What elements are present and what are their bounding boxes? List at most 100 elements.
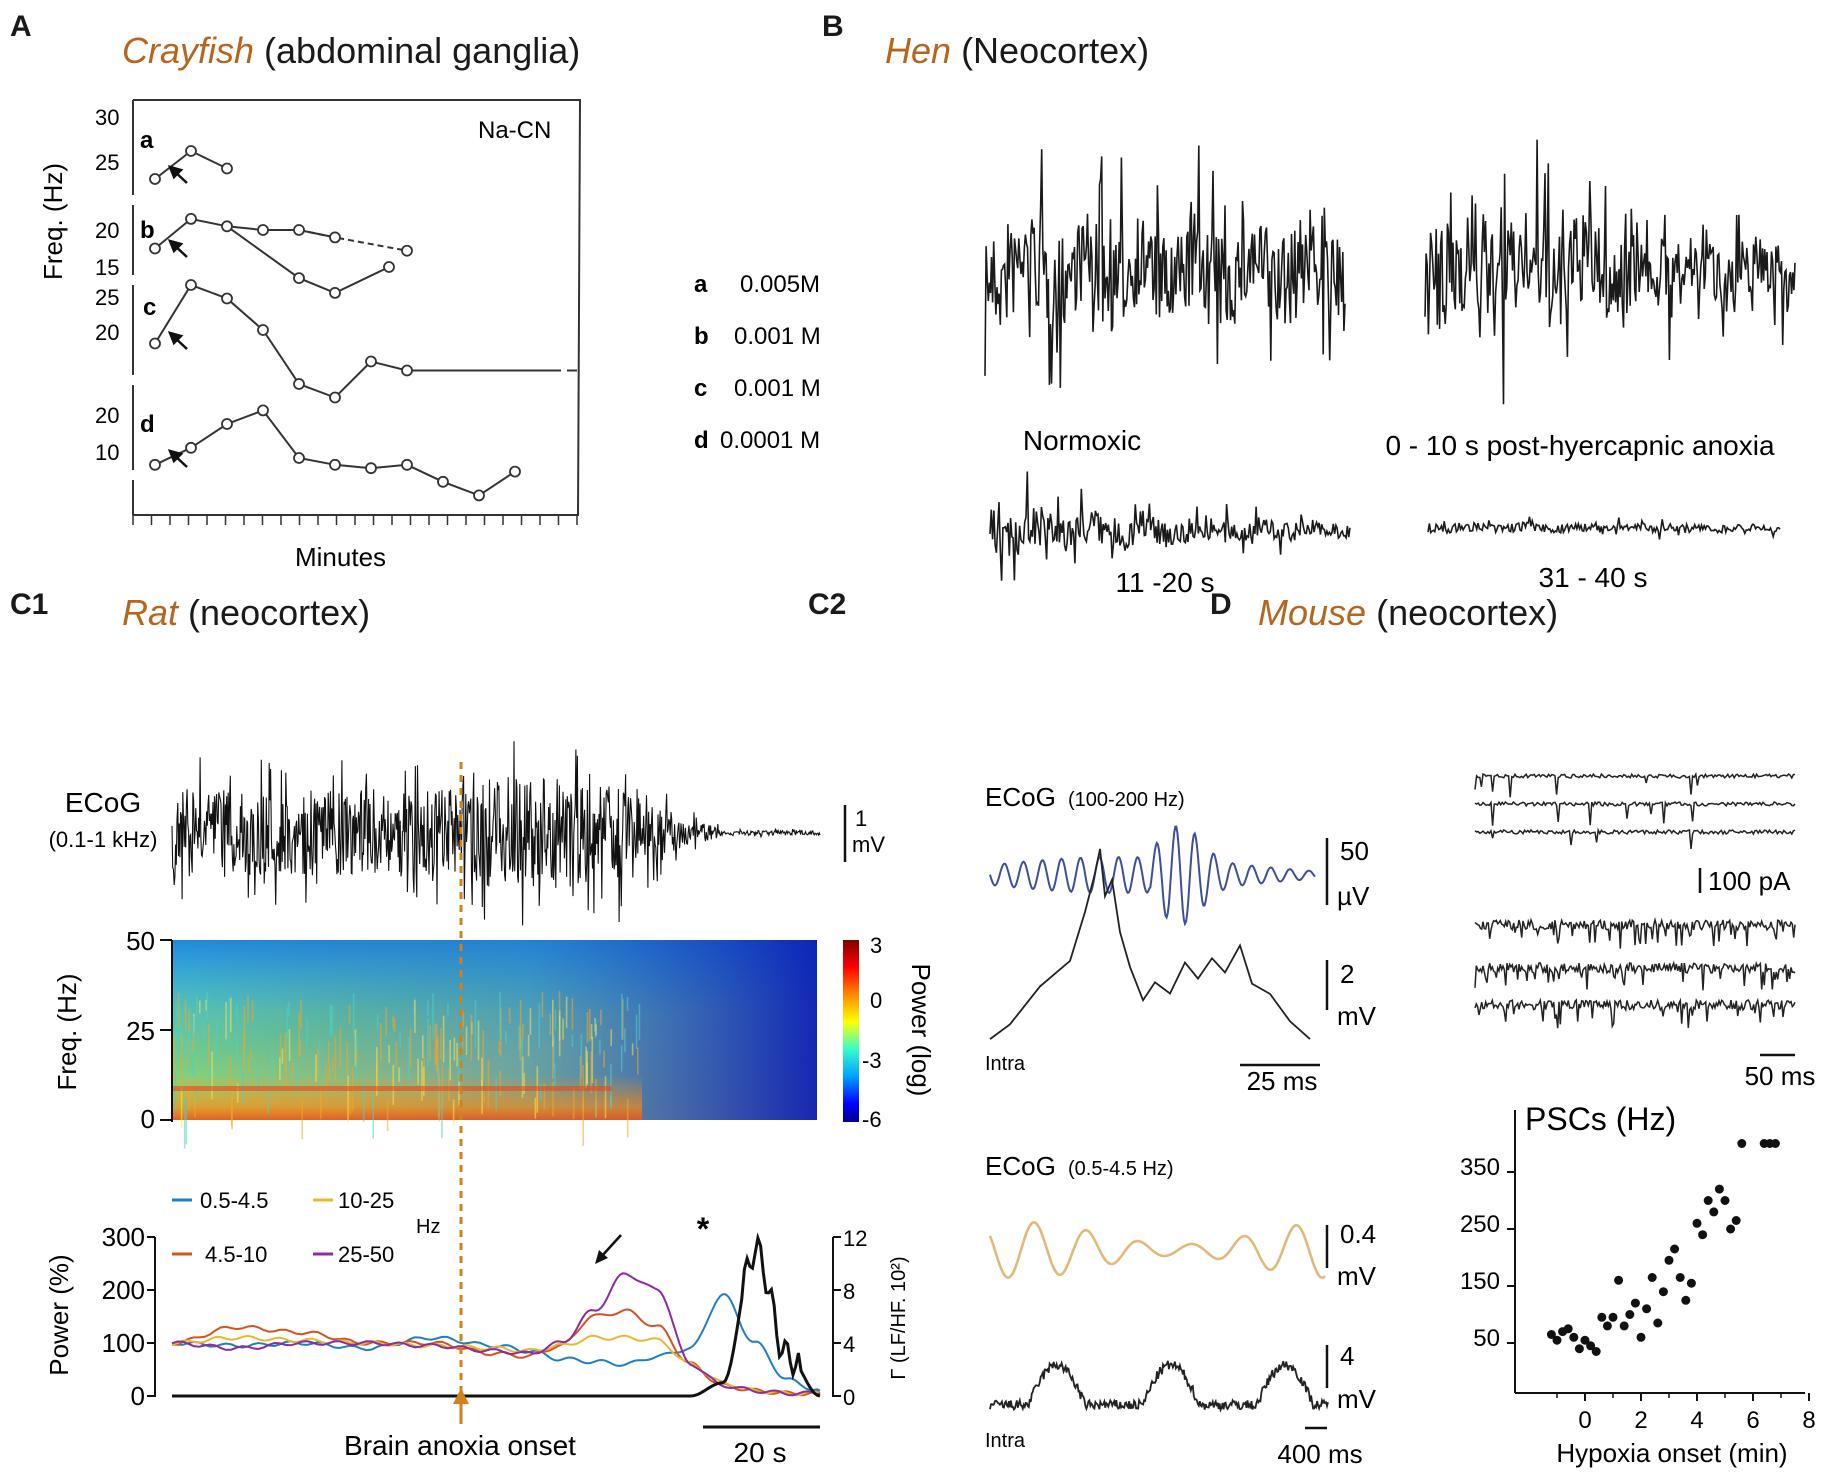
spec-streak <box>599 1039 601 1055</box>
spec-streak <box>236 1035 238 1063</box>
panel-b-traces: Normoxic 0 - 10 s post-hyercapnic anoxia… <box>984 139 1796 598</box>
scatter-point <box>1692 1218 1702 1228</box>
scatter-ytick-350: 350 <box>1460 1154 1500 1181</box>
psc-trace <box>1474 917 1796 949</box>
y-tick-b-20: 20 <box>95 218 119 243</box>
panel-d: 100 pA 50 ms PSCs (Hz) 350 250 150 50 0 … <box>1460 771 1816 1468</box>
spec-streak <box>250 1050 252 1061</box>
region-neocortex-mouse: (neocortex) <box>1376 592 1559 633</box>
spec-streak <box>586 1062 588 1084</box>
spec-streak <box>465 1026 468 1055</box>
power-line-4-5-10 <box>171 1308 821 1397</box>
spec-streak <box>437 1035 439 1075</box>
spec-streak <box>626 1098 629 1138</box>
scatter-xtick-6: 6 <box>1746 1407 1759 1434</box>
scatter-point <box>1619 1321 1629 1331</box>
spec-streak <box>205 999 207 1011</box>
power-tick-200: 200 <box>102 1275 145 1305</box>
scatter-point <box>1658 1287 1668 1297</box>
power-line----LF-HF- <box>172 1232 821 1398</box>
panel-label-c1: C1 <box>10 588 49 621</box>
panel-c1-title: Rat (neocortex) <box>122 592 370 634</box>
spec-streak <box>206 991 209 1021</box>
scatter-ytick-150: 150 <box>1460 1268 1500 1295</box>
intra-trace-2 <box>989 1359 1329 1413</box>
spec-streak <box>610 1096 612 1110</box>
spec-streak <box>325 1064 328 1093</box>
peak-arrow-icon <box>600 1234 622 1258</box>
data-point <box>185 279 197 291</box>
spec-streak <box>385 1007 387 1036</box>
scatter-point <box>1602 1321 1612 1331</box>
spec-streak <box>499 991 501 1040</box>
panel-a-xlabel: Minutes <box>295 542 386 572</box>
spec-streak <box>179 1028 181 1056</box>
data-point <box>149 173 161 185</box>
data-point <box>329 458 341 471</box>
legend-key-b: b <box>694 323 709 350</box>
spec-streak <box>192 1016 195 1038</box>
scatter-point <box>1714 1184 1724 1194</box>
data-point <box>329 286 341 299</box>
spec-streak <box>427 1000 429 1016</box>
data-point <box>437 475 449 488</box>
data-point <box>293 272 305 285</box>
spec-streak <box>177 993 180 1028</box>
spec-streak <box>414 1000 416 1034</box>
spec-streak <box>522 1023 524 1040</box>
spec-tick-25: 25 <box>126 1016 155 1046</box>
scatter-point <box>1703 1196 1713 1205</box>
scatter-point <box>1630 1298 1640 1308</box>
y-tick-c-25: 25 <box>95 285 119 310</box>
spec-streak <box>580 1034 583 1079</box>
spec-streak <box>519 1027 521 1061</box>
spec-streak <box>588 1008 591 1041</box>
data-point <box>149 337 161 350</box>
data-point <box>401 458 413 471</box>
data-point <box>185 212 197 225</box>
spec-streak <box>462 1011 465 1028</box>
spec-streak <box>298 1012 300 1057</box>
y-tick-a-30: 30 <box>95 105 119 130</box>
spec-streak <box>230 997 232 1033</box>
spec-streak <box>388 1045 390 1063</box>
spec-streak <box>610 1063 612 1108</box>
spec-streak <box>334 1035 337 1080</box>
spec-streak <box>552 999 554 1047</box>
spec-streak <box>523 1072 525 1094</box>
y-tick-d-20: 20 <box>95 403 119 428</box>
scale-4: 4 <box>1340 1341 1354 1371</box>
scatter-point <box>1698 1230 1708 1240</box>
asterisk: * <box>697 1211 710 1247</box>
spec-streak <box>458 1081 460 1106</box>
ratio-tick-12: 12 <box>843 1226 867 1251</box>
arrow-head-icon <box>167 239 184 254</box>
spec-streak <box>505 1030 507 1044</box>
trace-normoxic <box>984 145 1346 388</box>
peak-arrow-head-icon <box>595 1250 608 1264</box>
scatter-point <box>1586 1341 1596 1351</box>
spec-streak <box>236 1083 239 1103</box>
series-line-b-lower <box>226 225 390 294</box>
scatter-point <box>1614 1275 1624 1285</box>
intra-label-2: Intra <box>985 1430 1026 1452</box>
c2-ecog2-filter: (0.5-4.5 Hz) <box>1068 1158 1174 1180</box>
scatter-points <box>1546 1139 1780 1356</box>
spec-streak <box>180 1086 183 1129</box>
psc-traces-control <box>1474 771 1796 849</box>
spec-streak <box>408 1037 410 1082</box>
spec-streak <box>621 993 623 1040</box>
spec-streak <box>498 1041 501 1055</box>
spec-streak <box>447 1003 449 1016</box>
spec-streak <box>622 998 624 1040</box>
panel-c1: ECoG (0.1-1 kHz) 1 mV 50 25 0 Freq. (Hz)… <box>44 741 936 1468</box>
spec-streak <box>440 1028 442 1060</box>
series-line-b <box>154 217 336 250</box>
y-tick-b-15: 15 <box>95 255 119 280</box>
spec-streak <box>481 1080 483 1115</box>
spec-streak <box>595 1078 597 1117</box>
spec-streak <box>211 1051 213 1100</box>
spec-streak <box>316 1048 319 1078</box>
spec-streak <box>534 1097 537 1119</box>
